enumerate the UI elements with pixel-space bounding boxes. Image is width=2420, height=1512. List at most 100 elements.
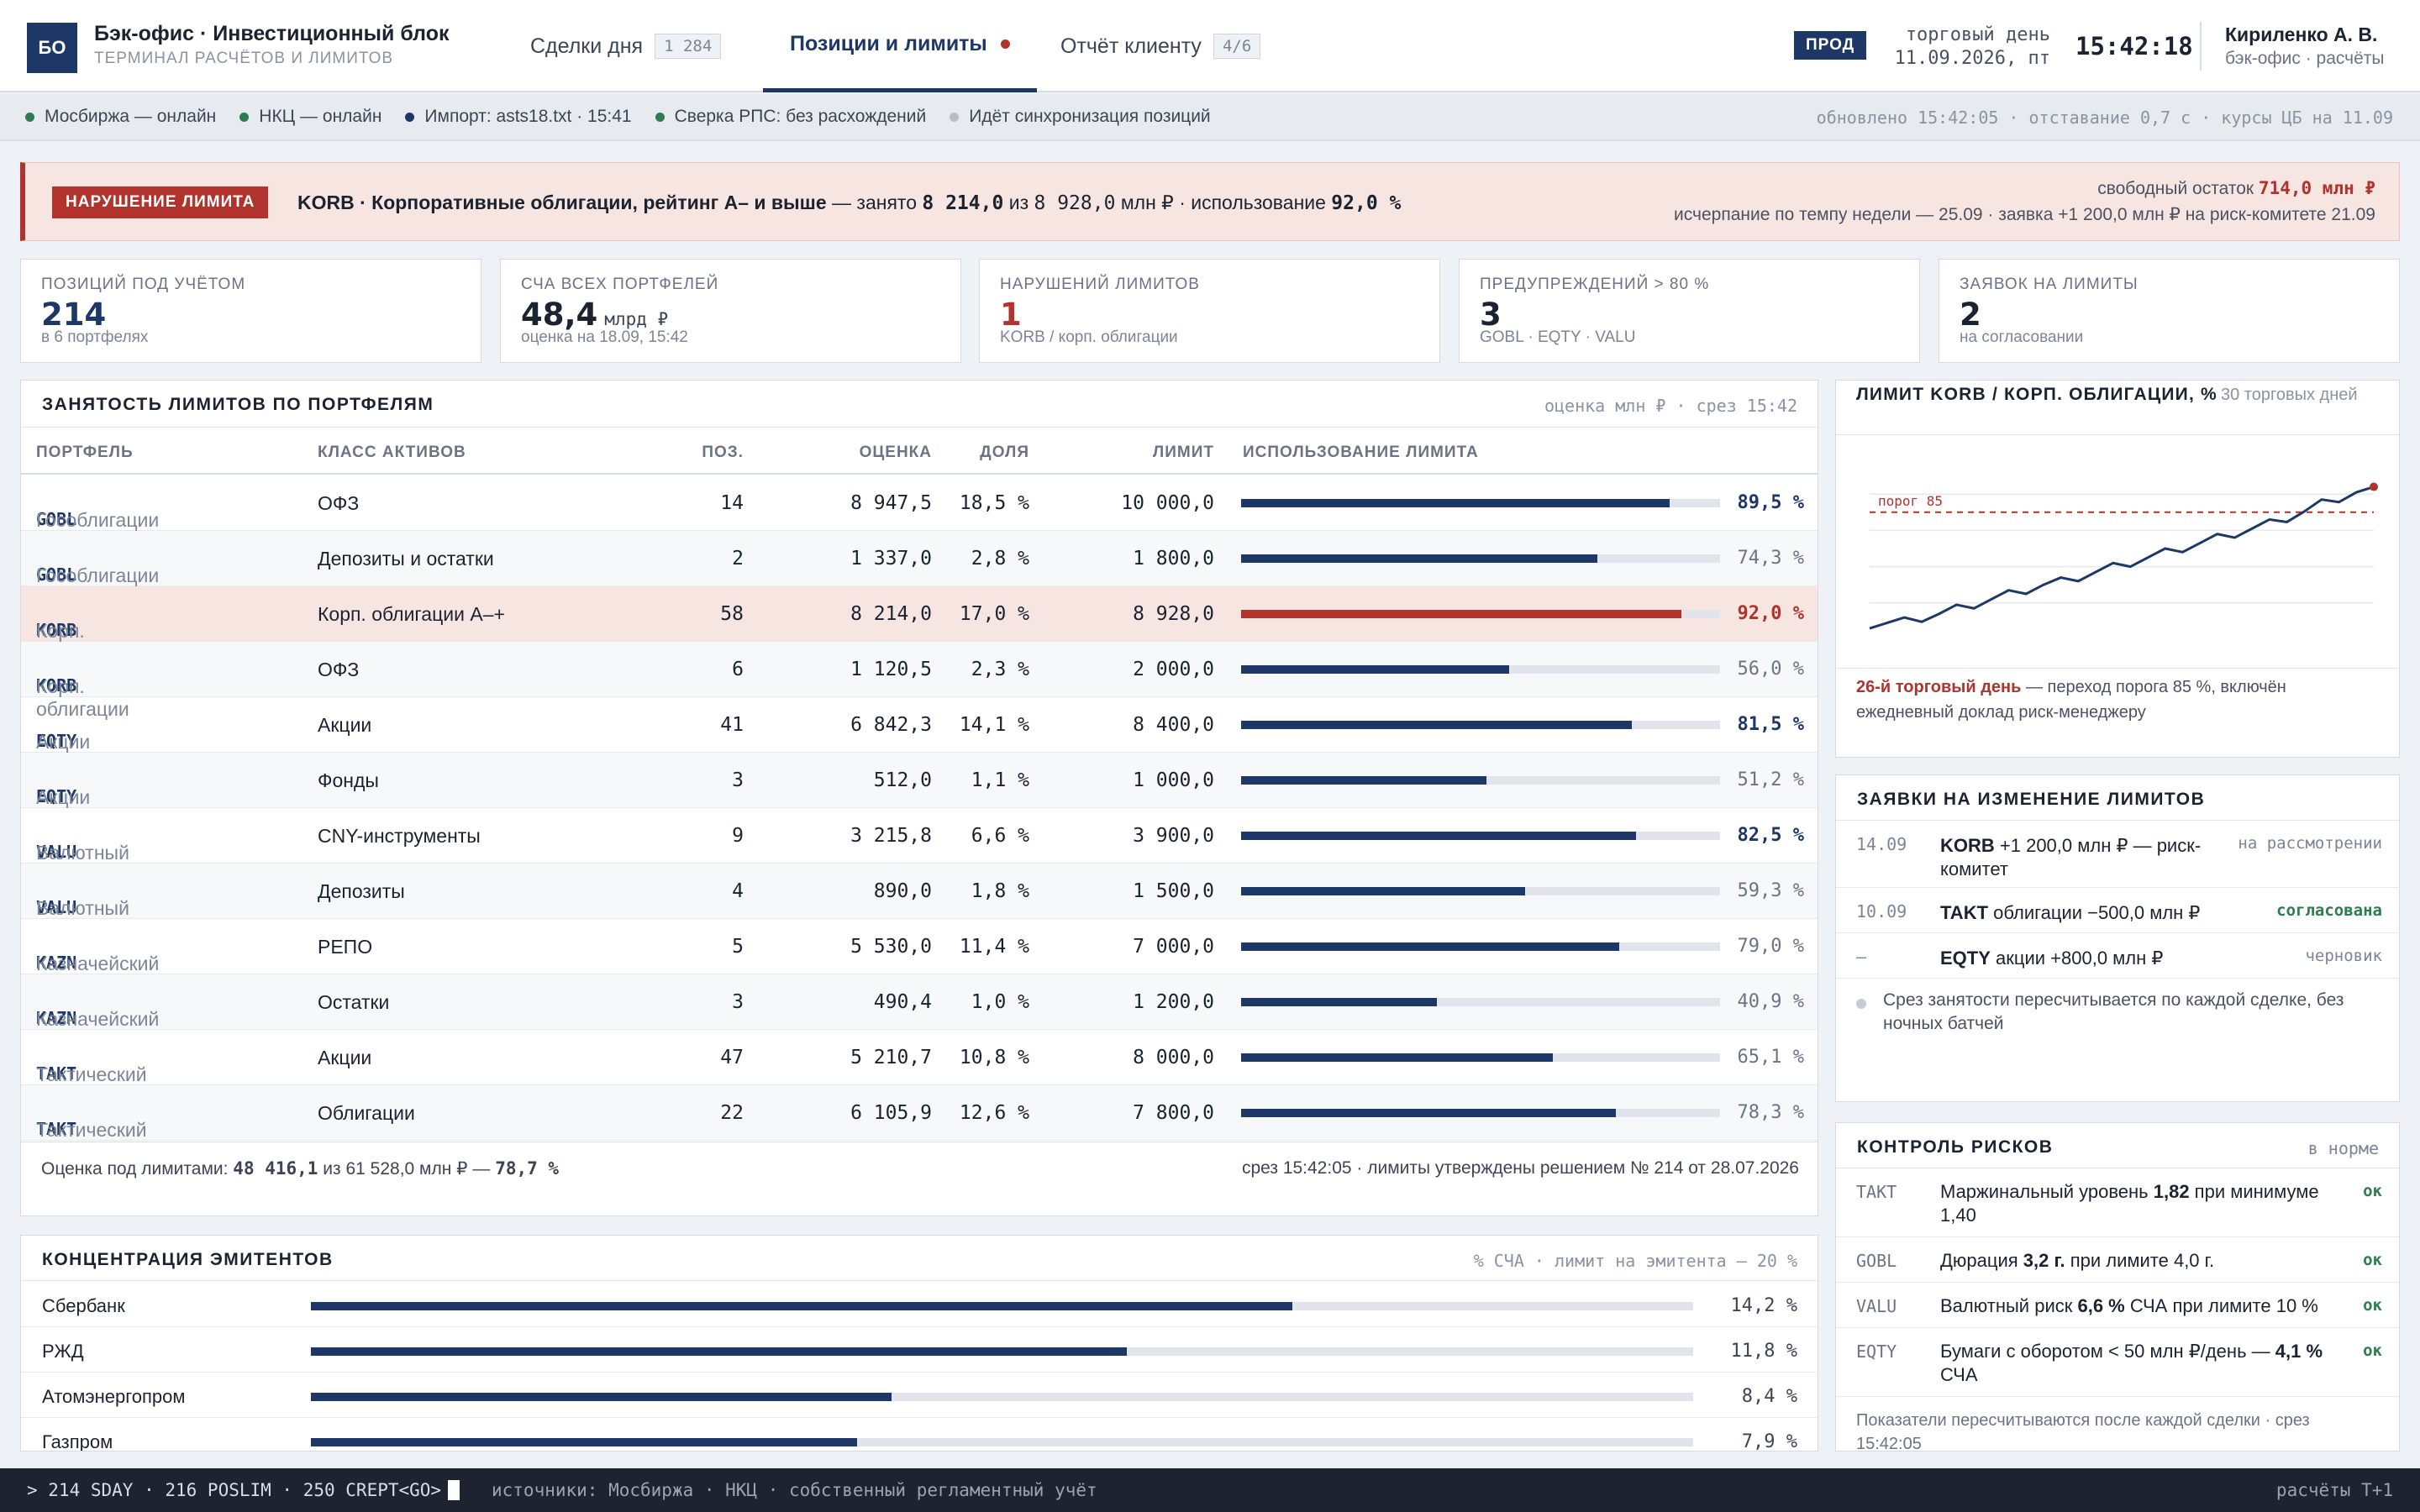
request-item[interactable]: 14.09 KORB +1 200,0 млн ₽ — риск-комитет… <box>1836 821 2402 888</box>
cell-share: 1,8 % <box>971 880 1029 902</box>
table-row[interactable]: VALU Валютный Депозиты 4 890,0 1,8 % 1 500,0 59… <box>21 864 1818 919</box>
table-row[interactable]: VALU Валютный CNY-инструменты 9 3 215,8 6,6 %… <box>21 808 1818 864</box>
issuer-row[interactable]: Сбербанк 14,2 % <box>21 1282 1818 1327</box>
kpi-breaches[interactable]: НАРУШЕНИЙ ЛИМИТОВ 1 KORB / корп. облигац… <box>979 259 1440 363</box>
issuer-row[interactable]: Газпром 7,9 % <box>21 1418 1818 1451</box>
concentration-bar-fill <box>311 1393 892 1401</box>
table-row[interactable]: KORB Корп. облигации ОФЗ 6 1 120,5 2,3 % 2 000… <box>21 642 1818 720</box>
alert-limit: 8 928,0 <box>1034 192 1116 214</box>
request-date: — <box>1856 947 1867 967</box>
divider <box>1836 668 2399 669</box>
tab-client-report[interactable]: Отчёт клиенту 4/6 <box>1060 0 1261 92</box>
risk-item[interactable]: EQTY Бумаги с оборотом < 50 млн ₽/день —… <box>1836 1328 2399 1397</box>
portfolio-code: KAZN <box>36 1008 77 1028</box>
col-share[interactable]: ДОЛЯ <box>980 444 1029 461</box>
user-name[interactable]: Кириленко А. В. <box>2225 24 2378 45</box>
request-item[interactable]: — EQTY акции +800,0 млн ₽ черновик <box>1836 933 2402 979</box>
usage-bar-fill <box>1241 1053 1554 1062</box>
risk-code: GOBL <box>1856 1251 1897 1271</box>
cell-value: 490,4 <box>873 991 932 1013</box>
issuer-row[interactable]: РЖД 11,8 % <box>21 1327 1818 1373</box>
risk-text: Маржинальный уровень 1,82 при минимуме 1… <box>1940 1180 2327 1227</box>
tab-positions-limits[interactable]: Позиции и лимиты <box>763 0 1037 92</box>
table-row[interactable]: KAZN Казначейский Остатки 3 490,4 1,0 % 1 200,… <box>21 974 1818 1030</box>
usage-bar-fill <box>1241 832 1637 840</box>
kpi-label: ЗАЯВОК НА ЛИМИТЫ <box>1960 276 2139 293</box>
portfolio-name: Валютный <box>36 842 129 864</box>
usage-bar <box>1241 887 1720 895</box>
request-code: EQTY <box>1940 948 1991 969</box>
portfolio-code: KORB <box>36 675 77 696</box>
table-row[interactable]: KAZN Казначейский РЕПО 5 5 530,0 11,4 % 7 000,… <box>21 919 1818 974</box>
cell-class: Акции <box>318 1047 372 1068</box>
status-text: НКЦ — онлайн <box>259 107 382 126</box>
risk-text: Бумаги с оборотом < 50 млн ₽/день — 4,1 … <box>1940 1340 2327 1387</box>
status-item: Мосбиржа — онлайн <box>25 107 216 127</box>
col-limit[interactable]: ЛИМИТ <box>1152 444 1214 461</box>
col-portfolio[interactable]: ПОРТФЕЛЬ <box>36 444 134 461</box>
table-row[interactable]: TAKT Тактический Акции 47 5 210,7 10,8 % 8 000… <box>21 1030 1818 1085</box>
kpi-requests[interactable]: ЗАЯВОК НА ЛИМИТЫ 2 на согласовании <box>1939 259 2400 363</box>
concentration-panel: КОНЦЕНТРАЦИЯ ЭМИТЕНТОВ % СЧА · лимит на … <box>20 1235 1818 1452</box>
status-dot-icon <box>950 112 960 122</box>
col-usage[interactable]: ИСПОЛЬЗОВАНИЕ ЛИМИТА <box>1243 444 1479 461</box>
kpi-nav[interactable]: СЧА ВСЕХ ПОРТФЕЛЕЙ 48,4 млрд ₽ оценка на … <box>500 259 961 363</box>
tab-trades[interactable]: Сделки дня 1 284 <box>530 0 722 92</box>
panel-header: ЗАНЯТОСТЬ ЛИМИТОВ ПО ПОРТФЕЛЯМ оценка мл… <box>21 381 1818 428</box>
table-row[interactable]: GOBL Гособлигации Депозиты и остатки 2 1 337… <box>21 531 1818 586</box>
kpi-value: 214 <box>41 297 106 333</box>
risk-code: EQTY <box>1856 1341 1897 1362</box>
cell-pos: 9 <box>732 825 744 847</box>
request-desc: +1 200,0 млн ₽ — риск-комитет <box>1940 835 2202 879</box>
table-row[interactable]: GOBL Гособлигации ОФЗ 14 8 947,5 18,5 % 10 000… <box>21 475 1818 531</box>
limits-panel: ЗАНЯТОСТЬ ЛИМИТОВ ПО ПОРТФЕЛЯМ оценка мл… <box>20 380 1818 1216</box>
issuer-row[interactable]: Атомэнергопром 8,4 % <box>21 1373 1818 1418</box>
usage-bar <box>1241 721 1720 729</box>
kpi-sub: в 6 портфелях <box>41 328 149 346</box>
risk-item[interactable]: GOBL Дюрация 3,2 г. при лимите 4,0 г. ок <box>1836 1237 2399 1283</box>
issuer-pct: 11,8 % <box>1730 1341 1797 1362</box>
request-item[interactable]: 10.09 TAKT облигации −500,0 млн ₽ соглас… <box>1836 888 2402 933</box>
chart-note-strong: 26-й торговый день <box>1856 678 2022 696</box>
command-input[interactable]: > 214 SDAY · 216 POSLIM · 250 CREPT<GO> <box>27 1480 460 1500</box>
cell-class: Корп. облигации A–+ <box>318 603 505 625</box>
table-row[interactable]: EQTY Акции Акции 41 6 842,3 14,1 % 8 400,0 81,5… <box>21 697 1818 753</box>
concentration-bar <box>311 1347 1693 1356</box>
cell-share: 11,4 % <box>959 936 1029 958</box>
portfolio-code: VALU <box>36 842 77 862</box>
kpi-warnings[interactable]: ПРЕДУПРЕЖДЕНИЙ > 80 % 3 GOBL · EQTY · VA… <box>1459 259 1920 363</box>
col-class[interactable]: КЛАСС АКТИВОВ <box>318 444 466 461</box>
table-header: ПОРТФЕЛЬ КЛАСС АКТИВОВ ПОЗ. ОЦЕНКА ДОЛЯ … <box>21 428 1818 475</box>
risk-item[interactable]: TAKT Маржинальный уровень 1,82 при миним… <box>1836 1168 2399 1237</box>
cell-usage: 92,0 % <box>1737 603 1804 624</box>
risk-item[interactable]: VALU Валютный риск 6,6 % СЧА при лимите … <box>1836 1283 2399 1328</box>
issuer-name: Атомэнергопром <box>42 1386 186 1407</box>
alert-title: KORB · Корпоративные облигации, рейтинг … <box>297 192 827 213</box>
table-row[interactable]: TAKT Тактический Облигации 22 6 105,9 12,6 % 7… <box>21 1085 1818 1141</box>
request-desc: облигации −500,0 млн ₽ <box>1988 902 2201 923</box>
col-pos[interactable]: ПОЗ. <box>702 444 744 461</box>
concentration-bar-fill <box>311 1302 1292 1310</box>
kpi-positions[interactable]: ПОЗИЦИЙ ПОД УЧЁТОМ 214 в 6 портфелях <box>20 259 481 363</box>
cell-pos: 4 <box>732 880 744 902</box>
portfolio-code: VALU <box>36 897 77 917</box>
status-dot-icon <box>655 112 665 122</box>
risk-desc: Дюрация <box>1940 1250 2023 1271</box>
status-text: Сверка РПС: без расхождений <box>674 107 927 126</box>
risk-ok: ок <box>2363 1182 2382 1200</box>
cell-pos: 14 <box>720 492 744 514</box>
alert-message[interactable]: KORB · Корпоративные облигации, рейтинг … <box>297 192 1401 214</box>
tab-label: Отчёт клиенту <box>1060 34 1202 58</box>
cell-class: ОФЗ <box>318 659 360 680</box>
kpi-number: 1 <box>1000 297 1022 333</box>
cell-limit: 1 200,0 <box>1133 991 1214 1013</box>
cell-share: 1,1 % <box>971 769 1029 791</box>
request-code: KORB <box>1940 835 1995 856</box>
concentration-bar <box>311 1302 1693 1310</box>
request-text: KORB +1 200,0 млн ₽ — риск-комитет <box>1940 834 2226 881</box>
command-line[interactable]: > 214 SDAY · 216 POSLIM · 250 CREPT<GO> … <box>0 1468 2420 1512</box>
col-value[interactable]: ОЦЕНКА <box>859 444 932 461</box>
table-row[interactable]: EQTY Акции Фонды 3 512,0 1,1 % 1 000,0 51,2 % <box>21 753 1818 808</box>
portfolio-code: TAKT <box>36 1119 77 1139</box>
